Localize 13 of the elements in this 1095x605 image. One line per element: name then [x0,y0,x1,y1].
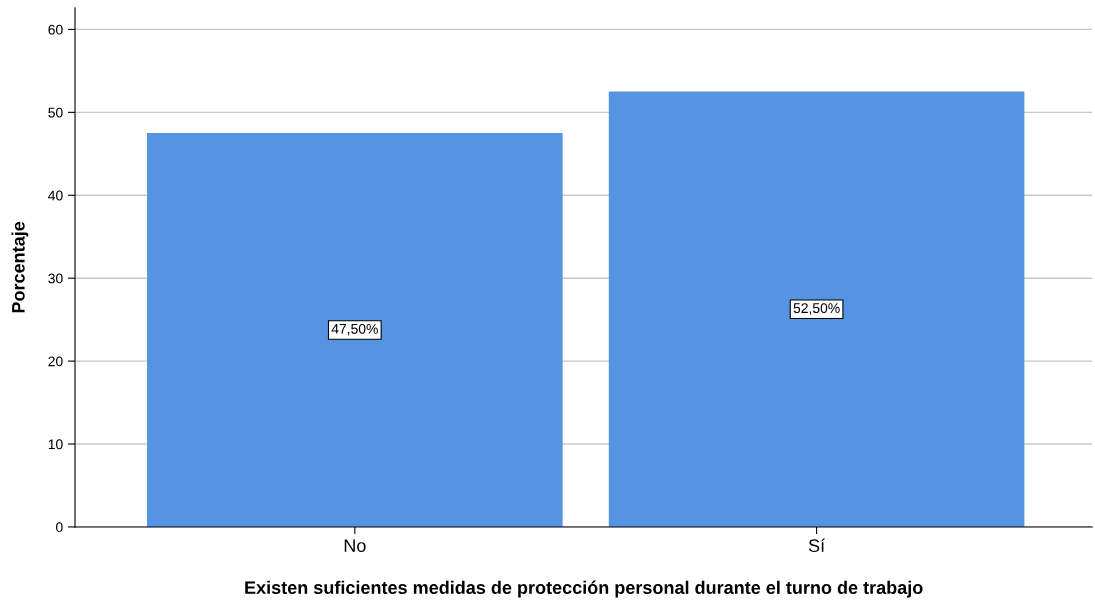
y-tick-label: 40 [48,190,63,201]
data-label: 47,50% [331,323,378,336]
y-tick-label: 60 [48,24,63,35]
y-tick-label: 10 [48,439,63,450]
y-axis-title: Porcentaje [11,221,29,313]
data-label: 52,50% [793,303,840,315]
y-tick-label: 30 [48,273,63,284]
x-tick-label: Sí [808,538,826,553]
x-axis-title: Existen suficientes medidas de protección personal durante el turno de trabajo [245,580,923,598]
y-tick-label: 50 [48,107,63,118]
y-tick-label: 0 [56,522,63,533]
x-tick-label: No [344,539,366,553]
y-tick-label: 20 [48,356,63,367]
